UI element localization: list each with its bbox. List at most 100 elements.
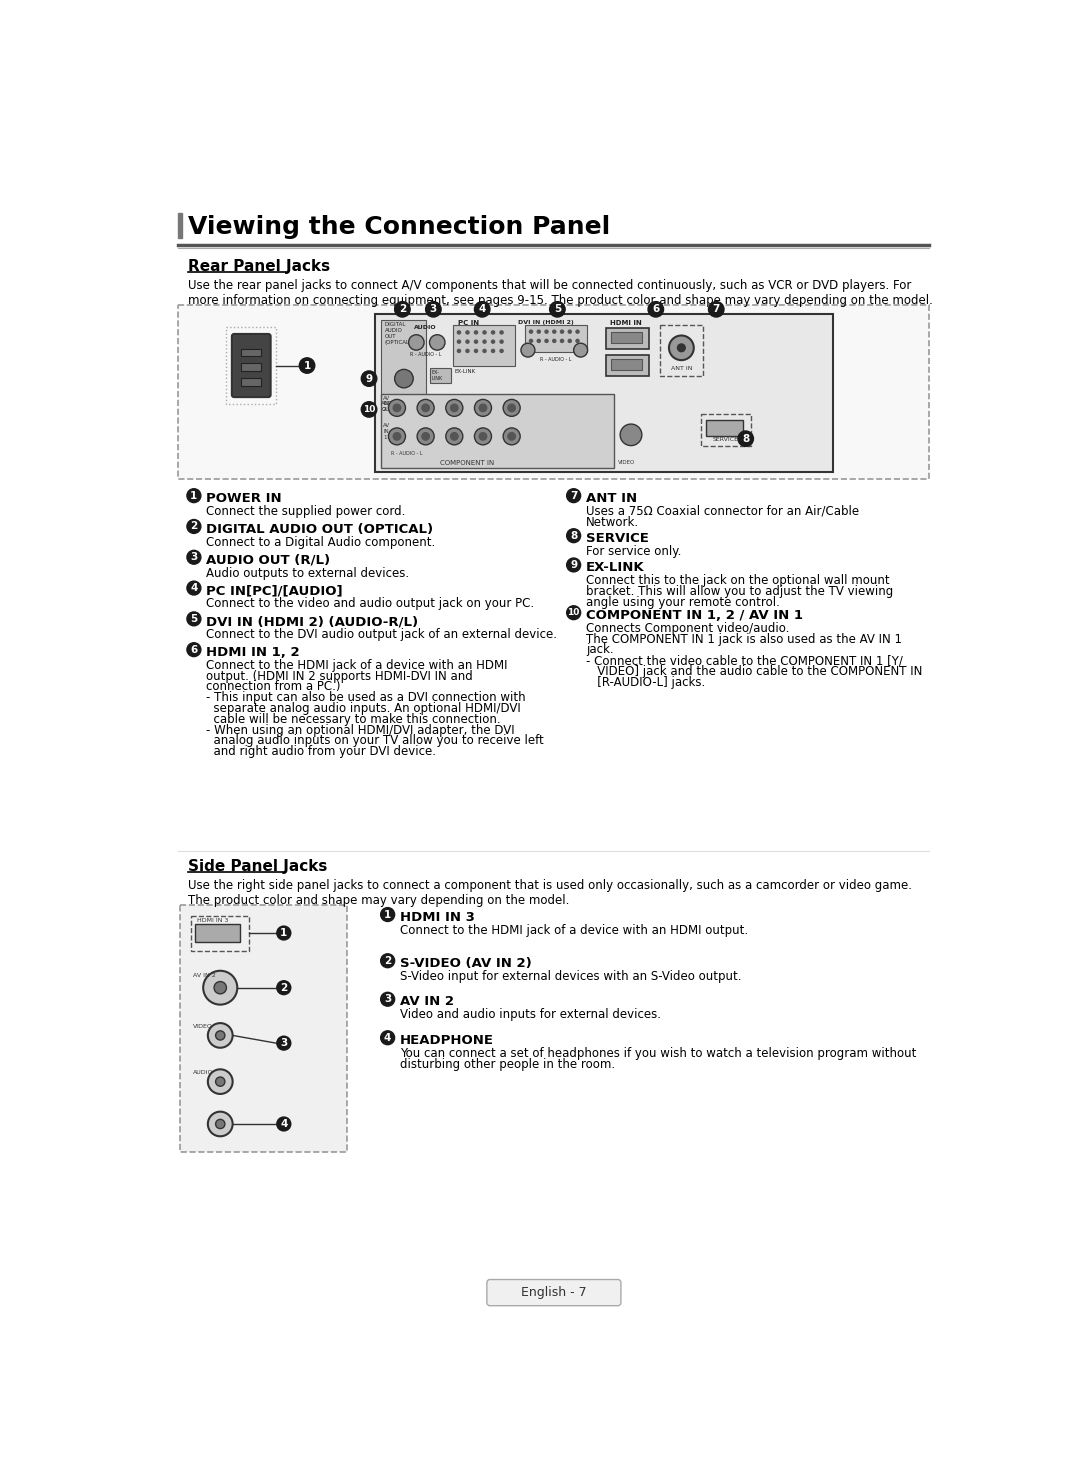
Circle shape <box>483 330 486 335</box>
Circle shape <box>380 1030 394 1045</box>
Circle shape <box>465 349 469 352</box>
Text: Audio outputs to external devices.: Audio outputs to external devices. <box>206 566 409 579</box>
Circle shape <box>207 1111 232 1136</box>
Circle shape <box>393 404 401 411</box>
Bar <box>381 320 427 397</box>
Text: 6: 6 <box>652 304 660 314</box>
Bar <box>706 420 743 436</box>
Text: 2: 2 <box>190 522 198 532</box>
Circle shape <box>474 330 477 335</box>
Text: DIGITAL AUDIO OUT (OPTICAL): DIGITAL AUDIO OUT (OPTICAL) <box>206 523 433 535</box>
Text: 9: 9 <box>365 373 373 383</box>
Bar <box>195 924 241 942</box>
Circle shape <box>483 340 486 343</box>
Circle shape <box>553 330 556 333</box>
Text: Connect to the DVI audio output jack of an external device.: Connect to the DVI audio output jack of … <box>206 628 557 641</box>
Circle shape <box>187 489 201 503</box>
Text: HDMI IN: HDMI IN <box>610 320 642 326</box>
Text: For service only.: For service only. <box>586 545 681 559</box>
Text: 9: 9 <box>570 560 577 570</box>
Circle shape <box>474 340 477 343</box>
Text: AUDIO
OUT: AUDIO OUT <box>381 401 400 411</box>
Circle shape <box>677 343 685 352</box>
Text: 5: 5 <box>190 613 198 624</box>
Circle shape <box>503 399 521 416</box>
Text: AV IN 2: AV IN 2 <box>400 995 454 1008</box>
Circle shape <box>708 302 724 317</box>
Text: S-Video input for external devices with an S-Video output.: S-Video input for external devices with … <box>400 970 742 983</box>
Circle shape <box>276 980 291 995</box>
Text: 8: 8 <box>742 433 750 444</box>
Text: bracket. This will allow you to adjust the TV viewing: bracket. This will allow you to adjust t… <box>586 585 893 598</box>
Circle shape <box>426 302 441 317</box>
Bar <box>661 326 703 376</box>
Circle shape <box>620 425 642 445</box>
Circle shape <box>561 339 564 342</box>
Text: DIGITAL
AUDIO
OUT
(OPTICAL): DIGITAL AUDIO OUT (OPTICAL) <box>384 323 411 345</box>
Text: 4: 4 <box>478 304 486 314</box>
Circle shape <box>500 349 503 352</box>
Circle shape <box>207 1023 232 1048</box>
Circle shape <box>500 340 503 343</box>
Circle shape <box>545 339 548 342</box>
Circle shape <box>561 330 564 333</box>
Circle shape <box>458 349 460 352</box>
Text: output. (HDMI IN 2 supports HDMI-DVI IN and: output. (HDMI IN 2 supports HDMI-DVI IN … <box>206 669 473 682</box>
Text: 1: 1 <box>384 909 391 920</box>
Text: DVI IN (HDMI 2) (AUDIO-R/L): DVI IN (HDMI 2) (AUDIO-R/L) <box>206 615 418 628</box>
Text: Use the rear panel jacks to connect A/V components that will be connected contin: Use the rear panel jacks to connect A/V … <box>188 279 932 307</box>
Circle shape <box>450 432 458 441</box>
Text: AUDIO OUT (R/L): AUDIO OUT (R/L) <box>206 553 330 566</box>
Text: [R-AUDIO-L] jacks.: [R-AUDIO-L] jacks. <box>586 677 705 688</box>
Circle shape <box>380 992 394 1007</box>
Circle shape <box>458 340 460 343</box>
Circle shape <box>567 529 581 542</box>
Text: 1: 1 <box>280 929 287 937</box>
Bar <box>375 314 833 472</box>
Circle shape <box>389 399 405 416</box>
Text: SERVICE: SERVICE <box>713 438 739 442</box>
Bar <box>430 368 451 383</box>
Bar <box>611 358 642 370</box>
Circle shape <box>450 404 458 411</box>
Text: SERVICE: SERVICE <box>586 532 649 545</box>
Circle shape <box>529 339 532 342</box>
Text: You can connect a set of headphones if you wish to watch a television program wi: You can connect a set of headphones if y… <box>400 1047 917 1060</box>
Text: 3: 3 <box>280 1038 287 1048</box>
Text: 2: 2 <box>384 955 391 965</box>
Circle shape <box>417 427 434 445</box>
Text: connection from a PC.): connection from a PC.) <box>206 681 341 693</box>
Text: R - AUDIO - L: R - AUDIO - L <box>540 357 571 363</box>
Circle shape <box>550 302 565 317</box>
Bar <box>606 327 649 348</box>
Circle shape <box>521 343 535 357</box>
Circle shape <box>214 982 227 993</box>
Text: Connect this to the jack on the optional wall mount: Connect this to the jack on the optional… <box>586 575 890 587</box>
Circle shape <box>491 349 495 352</box>
Text: Viewing the Connection Panel: Viewing the Connection Panel <box>188 215 610 239</box>
Text: AV
IN
1: AV IN 1 <box>383 423 390 439</box>
Circle shape <box>568 330 571 333</box>
Text: Video and audio inputs for external devices.: Video and audio inputs for external devi… <box>400 1008 661 1021</box>
Text: analog audio inputs on your TV allow you to receive left: analog audio inputs on your TV allow you… <box>206 734 544 747</box>
Circle shape <box>380 954 394 967</box>
Text: VIDEO: VIDEO <box>193 1024 213 1029</box>
Text: VIDEO] jack and the audio cable to the COMPONENT IN: VIDEO] jack and the audio cable to the C… <box>586 665 922 678</box>
Circle shape <box>187 643 201 656</box>
Circle shape <box>362 402 377 417</box>
Text: The COMPONENT IN 1 jack is also used as the AV IN 1: The COMPONENT IN 1 jack is also used as … <box>586 632 902 646</box>
FancyBboxPatch shape <box>232 335 271 397</box>
Bar <box>453 326 515 366</box>
Circle shape <box>568 339 571 342</box>
Circle shape <box>362 371 377 386</box>
Bar <box>381 394 613 467</box>
Text: Connects Component video/audio.: Connects Component video/audio. <box>586 622 789 635</box>
Circle shape <box>187 519 201 534</box>
Text: PC IN[PC]/[AUDIO]: PC IN[PC]/[AUDIO] <box>206 584 343 597</box>
Text: 4: 4 <box>384 1033 391 1042</box>
Text: - Connect the video cable to the COMPONENT IN 1 [Y/: - Connect the video cable to the COMPONE… <box>586 654 903 668</box>
Circle shape <box>474 399 491 416</box>
Bar <box>241 377 261 386</box>
Circle shape <box>465 330 469 335</box>
Text: AV IN 2: AV IN 2 <box>193 973 216 979</box>
